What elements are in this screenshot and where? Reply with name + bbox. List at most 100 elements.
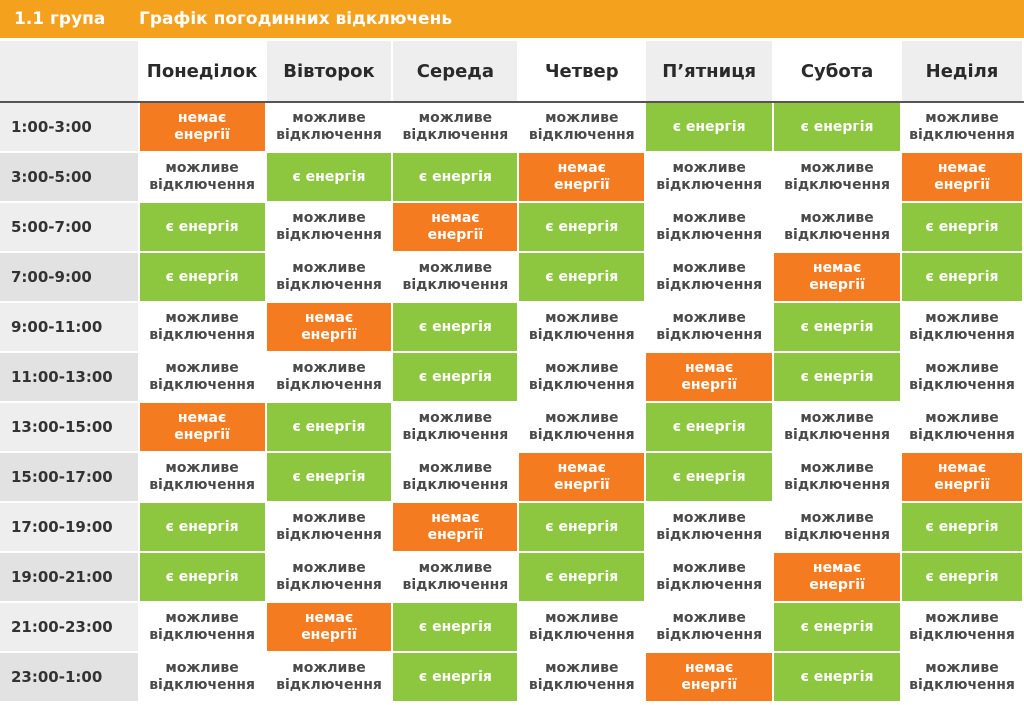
- possible-outage-line1: можливе: [925, 660, 999, 676]
- possible-outage-text: можливе відключення: [902, 410, 1021, 444]
- status-cell-wednesday: можливе відключення: [392, 552, 520, 603]
- possible-outage-text: можливе відключення: [646, 260, 771, 294]
- status-cell-sunday: є енергія: [901, 552, 1024, 603]
- status-cell-monday: можливе відключення: [138, 452, 267, 503]
- possible-outage-line1: можливе: [545, 360, 619, 376]
- no-power-text: немає енергії: [267, 610, 391, 644]
- power-on-text: є енергія: [418, 168, 492, 185]
- day-header-tuesday: Вівторок: [265, 41, 394, 103]
- possible-outage-line1: можливе: [925, 410, 999, 426]
- possible-outage-line2: відключення: [276, 377, 382, 393]
- possible-outage-text: можливе відключення: [519, 660, 643, 694]
- status-cell-saturday: можливе відключення: [773, 502, 903, 553]
- possible-outage-line2: відключення: [909, 327, 1015, 343]
- status-cell-monday: є енергія: [138, 252, 267, 303]
- status-cell-monday: можливе відключення: [138, 652, 267, 703]
- possible-outage-line2: відключення: [402, 427, 509, 443]
- possible-outage-line2: відключення: [784, 477, 890, 493]
- possible-outage-line1: можливе: [545, 660, 619, 676]
- status-cell-saturday: немає енергії: [773, 552, 903, 603]
- status-cell-wednesday: є енергія: [392, 352, 520, 403]
- status-cell-thursday: є енергія: [518, 502, 647, 553]
- possible-outage-line2: відключення: [149, 177, 255, 193]
- time-slot-label: 21:00-23:00: [0, 602, 140, 653]
- possible-outage-text: можливе відключення: [902, 660, 1021, 694]
- power-on-text: є енергія: [545, 568, 619, 585]
- status-cell-friday: немає енергії: [645, 652, 775, 703]
- possible-outage-text: можливе відключення: [267, 560, 391, 594]
- possible-outage-text: можливе відключення: [140, 360, 264, 394]
- possible-outage-line2: відключення: [656, 327, 763, 343]
- possible-outage-line1: можливе: [292, 360, 366, 376]
- possible-outage-text: можливе відключення: [646, 510, 771, 544]
- possible-outage-line2: відключення: [402, 577, 509, 593]
- status-cell-saturday: є енергія: [773, 102, 903, 153]
- possible-outage-line2: відключення: [656, 277, 763, 293]
- status-cell-tuesday: є енергія: [265, 152, 394, 203]
- possible-outage-text: можливе відключення: [393, 110, 516, 144]
- possible-outage-text: можливе відключення: [393, 460, 516, 494]
- no-power-line2: енергії: [934, 477, 990, 493]
- status-cell-tuesday: немає енергії: [265, 602, 394, 653]
- group-label: 1.1 група: [14, 9, 106, 29]
- time-slot-label: 11:00-13:00: [0, 352, 140, 403]
- status-cell-monday: є енергія: [138, 552, 267, 603]
- possible-outage-line1: можливе: [545, 110, 619, 126]
- possible-outage-line2: відключення: [276, 127, 382, 143]
- possible-outage-line1: можливе: [165, 660, 239, 676]
- possible-outage-line1: можливе: [292, 560, 366, 576]
- possible-outage-line2: відключення: [528, 627, 635, 643]
- possible-outage-text: можливе відключення: [140, 160, 264, 194]
- status-cell-sunday: можливе відключення: [901, 302, 1024, 353]
- no-power-line1: немає: [431, 210, 480, 226]
- day-header-row: Понеділок Вівторок Середа Четвер П’ятниц…: [0, 41, 1024, 103]
- status-cell-wednesday: є енергія: [392, 602, 520, 653]
- possible-outage-line1: можливе: [800, 410, 874, 426]
- possible-outage-line2: відключення: [656, 177, 763, 193]
- possible-outage-line1: можливе: [292, 660, 366, 676]
- schedule-row: 7:00-9:00 є енергія можливе відключення можл…: [0, 252, 1024, 303]
- possible-outage-text: можливе відключення: [267, 260, 391, 294]
- schedule-row: 5:00-7:00 є енергія можливе відключення нема…: [0, 202, 1024, 253]
- possible-outage-line2: відключення: [149, 377, 255, 393]
- power-on-text: є енергія: [418, 668, 492, 685]
- schedule-row: 3:00-5:00 можливе відключення є енергія є ен…: [0, 152, 1024, 203]
- time-slot-label: 13:00-15:00: [0, 402, 140, 453]
- status-cell-monday: немає енергії: [138, 402, 267, 453]
- no-power-line2: енергії: [174, 127, 230, 143]
- no-power-line2: енергії: [809, 577, 865, 593]
- status-cell-monday: можливе відключення: [138, 152, 267, 203]
- status-cell-saturday: можливе відключення: [773, 452, 903, 503]
- power-on-text: є енергія: [292, 168, 366, 185]
- possible-outage-text: можливе відключення: [393, 260, 516, 294]
- status-cell-saturday: є енергія: [773, 302, 903, 353]
- status-cell-thursday: можливе відключення: [518, 402, 647, 453]
- possible-outage-line2: відключення: [656, 227, 763, 243]
- status-cell-saturday: є енергія: [773, 602, 903, 653]
- possible-outage-line2: відключення: [909, 677, 1015, 693]
- status-cell-monday: можливе відключення: [138, 602, 267, 653]
- power-on-text: є енергія: [165, 268, 239, 285]
- status-cell-tuesday: можливе відключення: [265, 652, 394, 703]
- status-cell-friday: можливе відключення: [645, 202, 775, 253]
- possible-outage-line1: можливе: [165, 160, 239, 176]
- time-slot-label: 19:00-21:00: [0, 552, 140, 603]
- power-on-text: є енергія: [545, 518, 619, 535]
- possible-outage-line1: можливе: [292, 510, 366, 526]
- possible-outage-line2: відключення: [909, 627, 1015, 643]
- day-header-friday: П’ятниця: [645, 41, 775, 103]
- status-cell-tuesday: можливе відключення: [265, 202, 394, 253]
- schedule-row: 9:00-11:00 можливе відключення немає енергії…: [0, 302, 1024, 353]
- power-on-text: є енергія: [925, 218, 999, 235]
- status-cell-friday: можливе відключення: [645, 502, 775, 553]
- status-cell-sunday: можливе відключення: [901, 402, 1024, 453]
- status-cell-sunday: можливе відключення: [901, 352, 1024, 403]
- possible-outage-line2: відключення: [784, 177, 890, 193]
- possible-outage-text: можливе відключення: [774, 210, 899, 244]
- status-cell-wednesday: є енергія: [392, 152, 520, 203]
- no-power-text: немає енергії: [902, 160, 1021, 194]
- status-cell-friday: можливе відключення: [645, 252, 775, 303]
- possible-outage-line1: можливе: [165, 610, 239, 626]
- possible-outage-text: можливе відключення: [267, 210, 391, 244]
- possible-outage-text: можливе відключення: [902, 110, 1021, 144]
